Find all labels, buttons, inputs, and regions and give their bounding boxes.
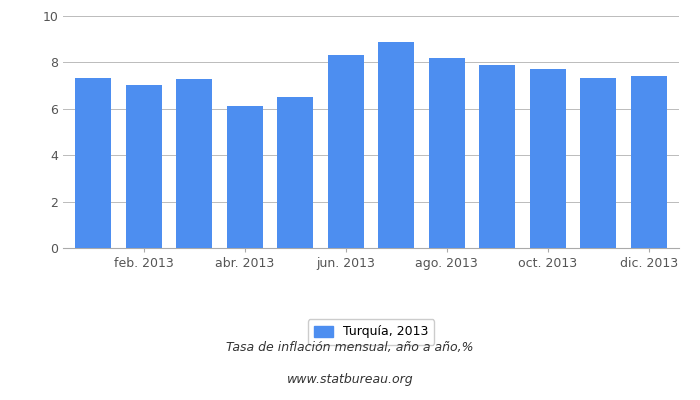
Text: Tasa de inflación mensual, año a año,%: Tasa de inflación mensual, año a año,%: [226, 342, 474, 354]
Bar: [75, 78, 111, 248]
Bar: [631, 76, 667, 248]
Bar: [227, 106, 263, 248]
Text: www.statbureau.org: www.statbureau.org: [287, 374, 413, 386]
Bar: [479, 65, 515, 248]
Bar: [328, 56, 364, 248]
Bar: [277, 97, 314, 248]
Bar: [176, 79, 213, 248]
Bar: [529, 69, 566, 248]
Bar: [378, 42, 414, 248]
Legend: Turquía, 2013: Turquía, 2013: [308, 319, 434, 345]
Bar: [580, 78, 617, 248]
Bar: [125, 85, 162, 248]
Bar: [428, 58, 465, 248]
